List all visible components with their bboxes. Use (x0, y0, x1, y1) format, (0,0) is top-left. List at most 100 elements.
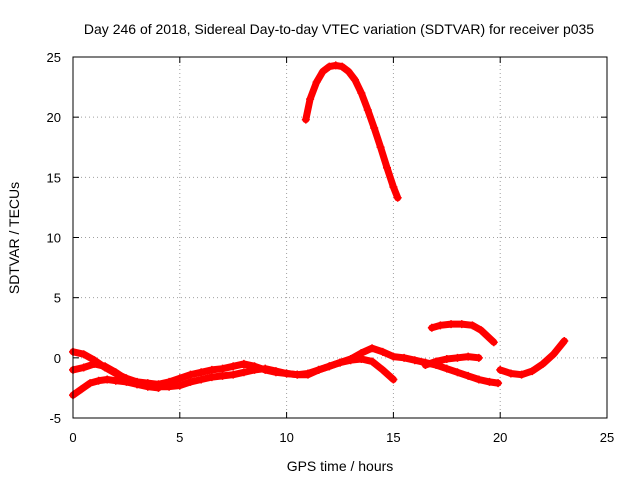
data-point (165, 382, 174, 391)
data-point (101, 362, 110, 371)
data-point (427, 323, 436, 332)
data-point (421, 361, 430, 370)
x-tick-label: 5 (176, 430, 183, 445)
data-point (314, 365, 323, 374)
x-tick-label: 0 (69, 430, 76, 445)
data-point (239, 368, 248, 377)
data-point (370, 123, 379, 132)
data-point (331, 61, 340, 70)
chart-title: Day 246 of 2018, Sidereal Day-to-day VTE… (84, 21, 594, 37)
data-point (293, 370, 302, 379)
data-point (457, 320, 466, 329)
data-point (325, 362, 334, 371)
data-point (86, 379, 95, 388)
y-tick-label: 10 (47, 231, 61, 246)
data-point (122, 375, 131, 384)
data-point (261, 364, 270, 373)
data-point (346, 356, 355, 365)
data-point (393, 193, 402, 202)
data-point (368, 357, 377, 366)
data-point (175, 381, 184, 390)
data-point (453, 368, 462, 377)
data-point (207, 373, 216, 382)
data-point (336, 358, 344, 367)
data-point (376, 143, 385, 152)
data-point (389, 352, 398, 361)
data-point (538, 359, 547, 368)
data-point (344, 67, 353, 76)
data-point (389, 182, 398, 191)
data-point (77, 385, 86, 394)
axis-ticks: 0 5 10 15 20 25 -5 0 5 10 15 20 25 (47, 50, 615, 445)
data-point (474, 353, 483, 362)
data-point (549, 350, 558, 359)
y-tick-label: 20 (47, 110, 61, 125)
data-point (350, 75, 359, 84)
data-point (517, 370, 526, 379)
data-point (338, 62, 347, 71)
data-point (389, 375, 398, 384)
data-point (363, 105, 372, 114)
data-point (111, 376, 120, 385)
data-point (447, 320, 456, 329)
data-point (90, 359, 99, 368)
data-point (368, 344, 377, 353)
data-point (485, 377, 494, 386)
y-axis-label: SDTVAR / TECUs (6, 182, 22, 294)
data-point (483, 332, 492, 341)
series-band (302, 61, 402, 202)
x-tick-label: 20 (493, 430, 507, 445)
data-point (560, 336, 569, 345)
data-point (312, 78, 321, 87)
data-point (79, 350, 88, 359)
x-tick-label: 25 (600, 430, 614, 445)
data-point (301, 115, 310, 124)
data-point (474, 375, 483, 384)
data-point (229, 370, 238, 379)
data-point (468, 321, 477, 330)
x-axis-label: GPS time / hours (287, 458, 394, 474)
data-point (197, 368, 206, 377)
data-point (378, 365, 387, 374)
data-point (442, 364, 451, 373)
data-point (143, 382, 152, 391)
data-point (94, 376, 103, 385)
data-point (154, 383, 163, 392)
data-point (357, 89, 366, 98)
data-point (207, 365, 216, 374)
x-tick-label: 10 (279, 430, 293, 445)
data-point (239, 359, 248, 368)
data-series (69, 61, 569, 400)
data-point (103, 375, 112, 384)
data-point (306, 95, 315, 104)
data-point (357, 355, 366, 364)
y-tick-label: 25 (47, 50, 61, 65)
y-tick-label: -5 (49, 411, 61, 426)
data-point (528, 367, 537, 376)
data-point (494, 379, 503, 388)
series-trace-late-arc (427, 320, 498, 347)
data-point (186, 370, 195, 379)
data-point (442, 355, 451, 364)
data-point (410, 356, 419, 365)
data-point (175, 374, 184, 383)
data-point (271, 367, 280, 376)
data-point (79, 363, 88, 372)
data-point (476, 326, 485, 335)
data-point (325, 62, 334, 71)
data-point (506, 369, 515, 378)
y-tick-label: 15 (47, 170, 61, 185)
data-point (400, 353, 409, 362)
data-point (218, 364, 227, 373)
data-point (229, 362, 238, 371)
series-trace-final (496, 336, 569, 379)
data-point (133, 380, 142, 389)
data-point (250, 365, 259, 374)
data-point (464, 371, 473, 380)
data-point (489, 338, 498, 347)
data-point (436, 321, 445, 330)
data-point (218, 371, 227, 380)
data-point (318, 67, 327, 76)
data-point (496, 365, 505, 374)
data-point (382, 163, 391, 172)
